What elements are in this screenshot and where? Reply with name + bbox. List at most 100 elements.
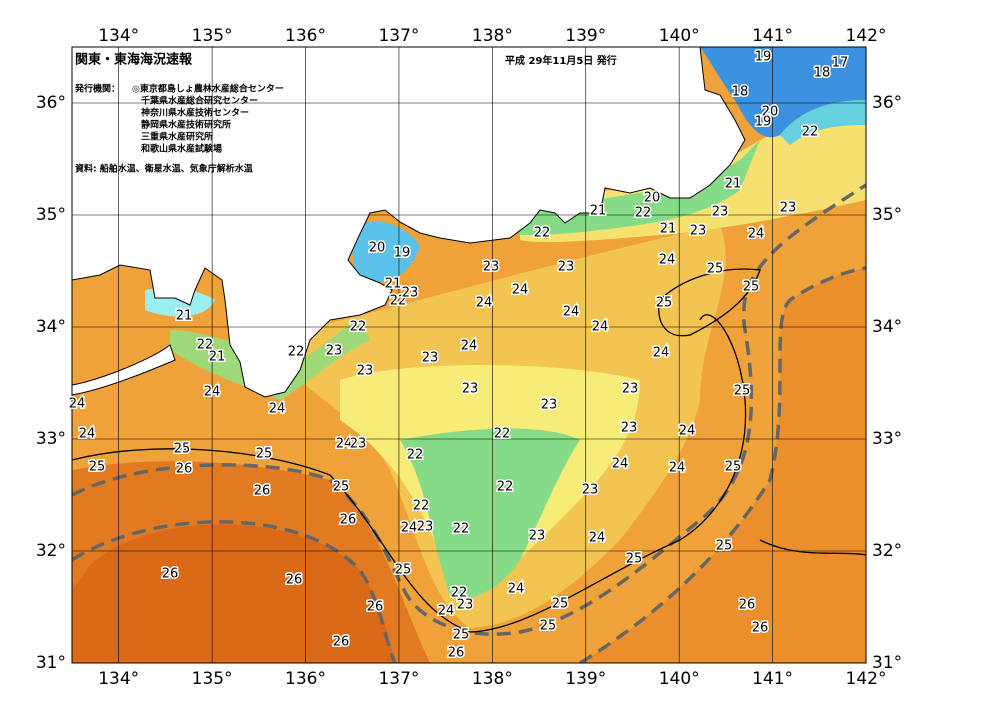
contour-label: 25 bbox=[743, 280, 760, 295]
lon-label-top: 141° bbox=[752, 26, 793, 46]
map-body bbox=[72, 47, 866, 663]
lat-label-left: 32° bbox=[36, 541, 66, 561]
contour-label: 23 bbox=[326, 344, 343, 359]
lon-label-bottom: 139° bbox=[565, 669, 606, 689]
publisher-label: 発行機関： bbox=[74, 83, 120, 95]
contour-label: 24 bbox=[653, 346, 670, 361]
contour-label: 24 bbox=[612, 457, 629, 472]
contour-label: 21 bbox=[209, 350, 226, 365]
lat-label-right: 33° bbox=[872, 429, 902, 449]
lat-label-left: 36° bbox=[36, 93, 66, 113]
issue-date: 平成 29年11月5日 発行 bbox=[505, 54, 617, 67]
lon-label-top: 140° bbox=[659, 26, 700, 46]
axis-ticks: 134° 134° 135° 135° 136° 136° 137° 137° 138° 138°… bbox=[36, 26, 902, 689]
contour-label: 22 bbox=[288, 345, 305, 360]
agency: ◎東京都島しょ農林水産総合センター bbox=[132, 83, 284, 95]
contour-label: 24 bbox=[659, 253, 676, 268]
contour-label: 24 bbox=[669, 461, 686, 476]
cold-region bbox=[400, 428, 580, 599]
contour-label: 23 bbox=[457, 598, 474, 613]
contour-label: 23 bbox=[357, 364, 374, 379]
contour-label: 26 bbox=[254, 484, 271, 499]
contour-label: 26 bbox=[176, 462, 193, 477]
lat-label-left: 35° bbox=[36, 205, 66, 225]
contour-label: 23 bbox=[462, 382, 479, 397]
contour-label: 22 bbox=[407, 448, 424, 463]
contour-label: 24 bbox=[748, 227, 765, 242]
contour-label: 25 bbox=[734, 384, 751, 399]
contour-label: 26 bbox=[162, 567, 179, 582]
lat-label-left: 33° bbox=[36, 429, 66, 449]
contour-label: 22 bbox=[802, 125, 819, 140]
contour-label: 26 bbox=[367, 600, 384, 615]
contour-label: 23 bbox=[621, 421, 638, 436]
contour-label: 25 bbox=[725, 460, 742, 475]
contour-label: 26 bbox=[286, 573, 303, 588]
contour-label: 24 bbox=[269, 402, 286, 417]
lon-label-bottom: 136° bbox=[285, 669, 326, 689]
contour-label: 23 bbox=[690, 224, 707, 239]
contour-label: 23 bbox=[422, 351, 439, 366]
contour-label: 25 bbox=[716, 539, 733, 554]
contour-label: 26 bbox=[333, 635, 350, 650]
contour-label: 25 bbox=[626, 552, 643, 567]
isotherm bbox=[658, 268, 761, 337]
contour-label: 25 bbox=[656, 296, 673, 311]
contour-label: 19 bbox=[755, 50, 772, 65]
lon-label-bottom: 135° bbox=[192, 669, 233, 689]
lat-label-right: 31° bbox=[872, 653, 902, 673]
front-line bbox=[72, 183, 866, 636]
lat-label-left: 34° bbox=[36, 317, 66, 337]
contour-label: 22 bbox=[413, 499, 430, 514]
contour-label: 23 bbox=[529, 529, 546, 544]
lon-label-bottom: 137° bbox=[378, 669, 419, 689]
lat-label-right: 36° bbox=[872, 93, 902, 113]
contour-label: 24 bbox=[401, 521, 418, 536]
warm-region bbox=[580, 268, 866, 663]
contour-label: 21 bbox=[725, 177, 742, 192]
contour-label: 18 bbox=[814, 66, 831, 81]
lon-label-top: 142° bbox=[846, 26, 887, 46]
agency: 千葉県水産総合研究センター bbox=[141, 95, 258, 107]
front-lines bbox=[72, 183, 866, 663]
contour-label: 25 bbox=[174, 442, 191, 457]
contour-label: 24 bbox=[461, 339, 478, 354]
contour-label: 24 bbox=[589, 531, 606, 546]
contour-label: 18 bbox=[732, 85, 749, 100]
contour-label: 22 bbox=[197, 338, 214, 353]
cold-water bbox=[780, 100, 866, 145]
contour-label: 23 bbox=[622, 382, 639, 397]
contour-label: 24 bbox=[508, 582, 525, 597]
contour-label: 24 bbox=[204, 385, 221, 400]
isotherm bbox=[72, 314, 747, 633]
cold-water bbox=[700, 47, 866, 138]
contour-label: 22 bbox=[635, 206, 652, 221]
contour-label: 24 bbox=[79, 427, 96, 442]
contour-label: 25 bbox=[453, 628, 470, 643]
contour-label: 25 bbox=[395, 563, 412, 578]
contour-label: 24 bbox=[438, 604, 455, 619]
contour-label: 24 bbox=[336, 437, 353, 452]
lon-label-bottom: 138° bbox=[472, 669, 513, 689]
agency: 和歌山県水産試験場 bbox=[140, 143, 222, 155]
contour-label: 23 bbox=[712, 205, 729, 220]
contour-label: 23 bbox=[780, 201, 797, 216]
contour-label: 17 bbox=[832, 56, 849, 71]
contour-label: 24 bbox=[679, 424, 696, 439]
lon-label-top: 138° bbox=[472, 26, 513, 46]
lat-label-right: 34° bbox=[872, 317, 902, 337]
contour-label: 23 bbox=[483, 260, 500, 275]
lon-label-bottom: 141° bbox=[752, 669, 793, 689]
contour-label: 26 bbox=[752, 621, 769, 636]
agency: 静岡県水産技術研究所 bbox=[141, 119, 231, 131]
contour-label: 22 bbox=[453, 522, 470, 537]
land bbox=[72, 47, 746, 398]
contour-label: 23 bbox=[541, 398, 558, 413]
agency: 神奈川県水産技術センター bbox=[141, 107, 249, 119]
contour-label: 20 bbox=[369, 241, 386, 256]
data-source: 資料: 船舶水温、衛星水温、気象庁解析水温 bbox=[75, 163, 253, 175]
contour-label: 22 bbox=[350, 320, 367, 335]
lon-label-top: 137° bbox=[378, 26, 419, 46]
contour-label: 26 bbox=[739, 598, 756, 613]
